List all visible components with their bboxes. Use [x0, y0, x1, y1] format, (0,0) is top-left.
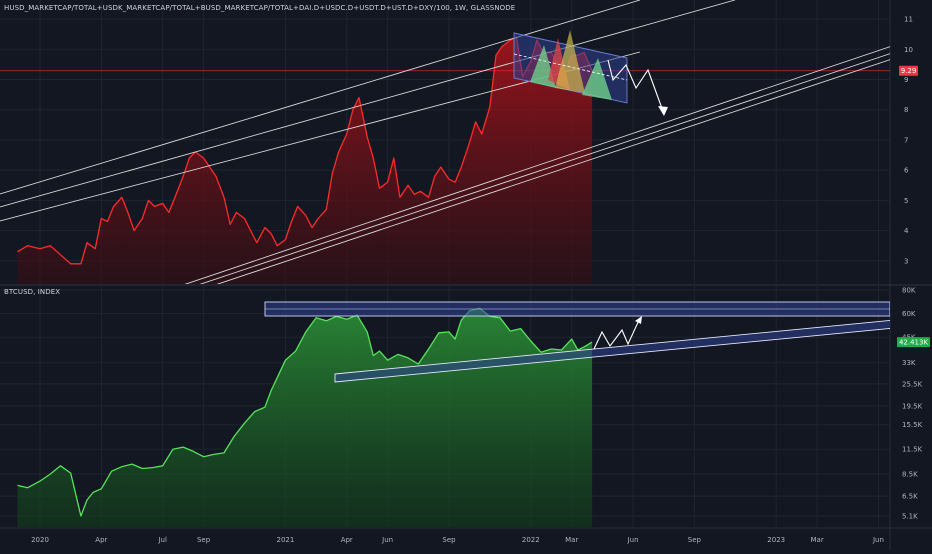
bottom-y-tick-label: 60K — [902, 310, 916, 318]
bottom-y-tick-label: 8.5K — [902, 471, 918, 479]
btc-projection-arrow-head — [635, 316, 642, 324]
bottom-y-tick-label: 25.5K — [902, 380, 923, 388]
x-tick-label: Sep — [442, 536, 456, 544]
bottom-y-tick-label: 5.1K — [902, 513, 918, 521]
projection-arrow-head — [658, 106, 668, 116]
head-top-triangle — [555, 30, 585, 93]
top-y-tick-label: 3 — [904, 257, 908, 265]
x-tick-label: 2020 — [31, 536, 49, 544]
right-shoulder-triangle — [582, 58, 612, 100]
lower-channel-line — [199, 53, 890, 284]
top-pane-title: HUSD_MARKETCAP/TOTAL+USDK_MARKETCAP/TOTA… — [4, 4, 516, 12]
bottom-y-tick-label: 80K — [902, 287, 916, 295]
x-tick-label: Jul — [157, 536, 167, 544]
upper-channel-line — [0, 0, 641, 195]
flag-midline — [513, 53, 628, 81]
x-tick-label: Mar — [810, 536, 823, 544]
x-tick-label: 2021 — [276, 536, 294, 544]
bottom-y-tick-label: 19.5K — [902, 402, 923, 410]
top-series-line — [17, 36, 593, 265]
projection-arrow-path — [607, 59, 665, 115]
x-tick-label: Apr — [95, 536, 107, 544]
x-tick-label: Sep — [197, 536, 211, 544]
bottom-y-tick-label: 11.5K — [902, 446, 923, 454]
bottom-current-value-badge — [897, 337, 930, 348]
rising-support-band — [334, 320, 890, 383]
x-tick-label: 2022 — [522, 536, 540, 544]
x-tick-label: 2023 — [767, 536, 785, 544]
bottom-y-tick-label: 15.5K — [902, 421, 923, 429]
btc-projection-arrow-path — [593, 317, 641, 350]
bottom-series-line — [17, 307, 593, 517]
bottom-y-tick-label: 33K — [902, 359, 916, 367]
x-tick-label: Mar — [565, 536, 578, 544]
lower-channel-line — [184, 46, 890, 284]
upper-channel-line — [0, 0, 736, 208]
x-tick-label: Apr — [341, 536, 353, 544]
top-y-tick-label: 9 — [904, 76, 908, 84]
bottom-y-tick-label: 6.5K — [902, 493, 918, 501]
top-y-tick-label: 5 — [904, 197, 908, 205]
top-y-tick-label: 6 — [904, 167, 909, 175]
bottom-pane-title: BTCUSD, INDEX — [4, 288, 61, 296]
top-y-tick-label: 10 — [904, 46, 913, 54]
lower-channel-line — [216, 59, 890, 284]
bottom-current-value-label: 42.413K — [899, 339, 928, 347]
top-y-tick-label: 11 — [904, 16, 913, 24]
bottom-area-fill — [17, 308, 593, 527]
x-tick-label: Sep — [688, 536, 702, 544]
x-tick-label: Jun — [381, 536, 393, 544]
x-tick-label: Jun — [872, 536, 884, 544]
top-y-tick-label: 7 — [904, 136, 908, 144]
x-tick-label: Jun — [627, 536, 639, 544]
top-current-value-badge — [899, 65, 918, 76]
top-y-tick-label: 8 — [904, 106, 908, 114]
top-current-value-label: 9.29 — [901, 67, 917, 75]
top-area-fill — [17, 37, 593, 284]
top-y-tick-label: 4 — [904, 227, 909, 235]
